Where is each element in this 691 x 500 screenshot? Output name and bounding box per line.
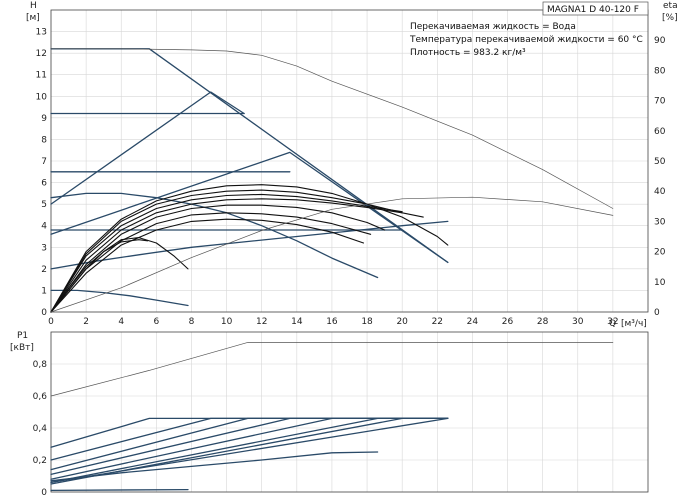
x-tick-label: 2 (83, 317, 89, 327)
head-curve-envelope-3 (50, 220, 449, 270)
x-tick-label: 26 (502, 317, 514, 327)
y2-tick-label: 80 (654, 66, 666, 76)
y2-tick-label: 40 (654, 187, 666, 197)
x-tick-label: 14 (291, 317, 303, 327)
condition-note: Плотность = 983.2 кг/м³ (410, 48, 526, 58)
y2-tick-label: 0 (654, 308, 660, 318)
y-tick-label: 7 (41, 157, 47, 167)
y-tick-label: 0 (41, 308, 47, 318)
y-tick-label: 8 (41, 135, 47, 145)
y-tick-label: 0,8 (33, 360, 48, 370)
head-curve-speed-13 (50, 204, 386, 313)
y2-tick-label: 90 (654, 36, 666, 46)
y-tick-label: 2 (41, 265, 47, 275)
y-tick-label: 11 (36, 71, 47, 81)
x-tick-label: 10 (221, 317, 233, 327)
x-tick-label: 4 (118, 317, 124, 327)
y-tick-label: 0 (41, 488, 47, 498)
eta-y-tick-labels: 0 10 20 30 40 50 60 70 80 90 (654, 36, 666, 318)
conditions-annotations: Перекачиваемая жидкость = Вода Температур… (409, 22, 643, 58)
y2-tick-label: 10 (654, 278, 666, 288)
head-curve-speed-9 (50, 184, 449, 313)
power-plot-frame (50, 331, 649, 493)
x-tick-label: 22 (432, 317, 443, 327)
power-curve-reference-0 (50, 342, 614, 397)
y-tick-label: 3 (41, 243, 47, 253)
y-tick-label: 6 (41, 179, 47, 189)
head-curve-reference-18 (50, 48, 614, 209)
x-tick-label: 28 (537, 317, 549, 327)
flow-axis-label: Q (609, 319, 616, 329)
power-axis-label: P1 (17, 331, 28, 341)
y-tick-label: 4 (41, 222, 47, 232)
y-tick-label: 1 (41, 286, 47, 296)
head-curve-speed-12 (50, 198, 403, 313)
y2-tick-label: 70 (654, 97, 666, 107)
power-axis-unit: [кВт] (10, 343, 34, 353)
y-tick-label: 0,4 (33, 424, 48, 434)
y2-tick-label: 60 (654, 127, 666, 137)
condition-note: Перекачиваемая жидкость = Вода (410, 22, 576, 32)
x-tick-label: 6 (153, 317, 159, 327)
power-curve-envelope-10 (50, 488, 189, 492)
y-tick-label: 10 (36, 92, 48, 102)
head-plot-frame (50, 9, 649, 313)
head-curve-envelope-7 (50, 192, 379, 279)
head-curve-speed-15 (50, 218, 365, 313)
head-curve-envelope-8 (50, 289, 189, 307)
y-tick-label: 13 (36, 28, 47, 38)
y-tick-label: 0,2 (33, 456, 47, 466)
head-curves (50, 48, 614, 313)
y-tick-label: 12 (36, 49, 47, 59)
eta-axis-label: eta (663, 1, 678, 11)
flow-axis-unit: [м³/ч] (621, 319, 647, 329)
y2-tick-label: 30 (654, 217, 666, 227)
x-tick-label: 20 (396, 317, 408, 327)
head-plot-grid (50, 10, 648, 313)
head-curve-envelope-2 (50, 151, 449, 264)
y-tick-label: 5 (41, 200, 47, 210)
head-curve-speed-17 (50, 239, 149, 313)
head-curve-envelope-1 (50, 91, 245, 205)
chart-title: MAGNA1 D 40-120 F (547, 5, 639, 15)
x-tick-label: 30 (572, 317, 584, 327)
condition-note: Температура перекачиваемой жидкости = 60… (409, 35, 643, 45)
y2-tick-label: 50 (654, 157, 666, 167)
x-tick-label: 32 (607, 317, 618, 327)
head-curve-speed-10 (50, 189, 424, 313)
power-curve-envelope-8 (50, 451, 379, 482)
head-curve-speed-16 (50, 237, 189, 313)
head-curve-speed-11 (50, 193, 403, 313)
title-box (542, 1, 649, 16)
y-tick-label: 0,6 (33, 392, 48, 402)
x-tick-label: 12 (256, 317, 267, 327)
x-tick-label: 16 (326, 317, 338, 327)
power-curve-envelope-9 (50, 417, 449, 484)
y-tick-label: 9 (41, 114, 47, 124)
power-curves (50, 342, 614, 492)
head-axis-unit: [м] (26, 13, 40, 23)
head-axis-label: H (30, 1, 37, 11)
x-tick-label: 18 (361, 317, 373, 327)
y2-tick-label: 20 (654, 248, 666, 258)
power-curve-envelope-7 (50, 417, 449, 485)
head-curve-speed-14 (50, 212, 372, 313)
power-y-tick-labels: 0 0,2 0,4 0,6 0,8 (33, 360, 48, 498)
flow-x-tick-labels: 0 2 4 6 8 10 12 14 16 18 20 22 24 26 28 30 32 (48, 317, 618, 327)
x-tick-label: 24 (467, 317, 479, 327)
head-curve-reference-19 (50, 196, 614, 313)
x-tick-label: 8 (189, 317, 195, 327)
eta-axis-unit: [%] (662, 13, 678, 23)
x-tick-label: 0 (48, 317, 54, 327)
